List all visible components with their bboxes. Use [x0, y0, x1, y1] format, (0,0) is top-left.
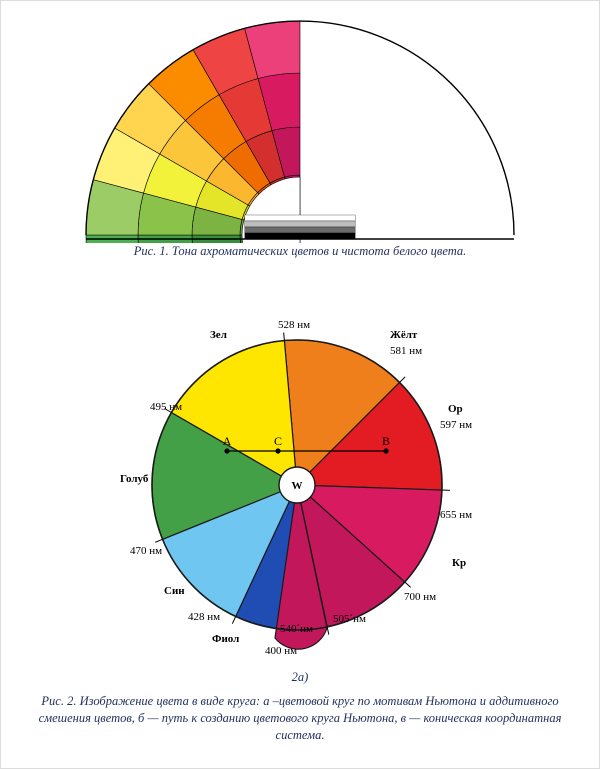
svg-text:W: W: [292, 480, 303, 492]
color-name-label: Ор: [448, 403, 463, 415]
wavelength-label: 528 нм: [278, 319, 310, 331]
wavelength-label: 505´нм: [333, 613, 366, 625]
wavelength-label: 428 нм: [188, 611, 220, 623]
svg-text:A: A: [223, 434, 232, 448]
wavelength-label: 540´нм: [280, 623, 313, 635]
wavelength-label: 470 нм: [130, 545, 162, 557]
color-name-label: Кр: [452, 557, 466, 569]
figure-2-caption: Рис. 2. Изображение цвета в виде круга: …: [23, 693, 577, 744]
figure-1-caption: Рис. 1. Тона ахроматических цветов и чис…: [23, 243, 577, 260]
wavelength-label: 597 нм: [440, 419, 472, 431]
svg-text:C: C: [274, 434, 282, 448]
wavelength-label: 700 нм: [404, 591, 436, 603]
svg-text:B: B: [382, 434, 390, 448]
color-name-label: Жёлт: [390, 329, 417, 341]
wavelength-label: 495 нм: [150, 401, 182, 413]
figure-1-semicircle: [85, 17, 515, 248]
figure-2a-label: 2a): [23, 669, 577, 686]
color-name-label: Голуб: [120, 473, 148, 485]
color-name-label: Фиол: [212, 633, 239, 645]
color-name-label: Син: [164, 585, 185, 597]
wavelength-label: 655 нм: [440, 509, 472, 521]
color-name-label: Зел: [210, 329, 227, 341]
wavelength-label: 400 нм: [265, 645, 297, 657]
figure-2-color-wheel: W A C B Ор 597 нм Кр 655 нм 700 нм 505´нм Фиол 400…: [90, 273, 510, 669]
wavelength-label: 581 нм: [390, 345, 422, 357]
